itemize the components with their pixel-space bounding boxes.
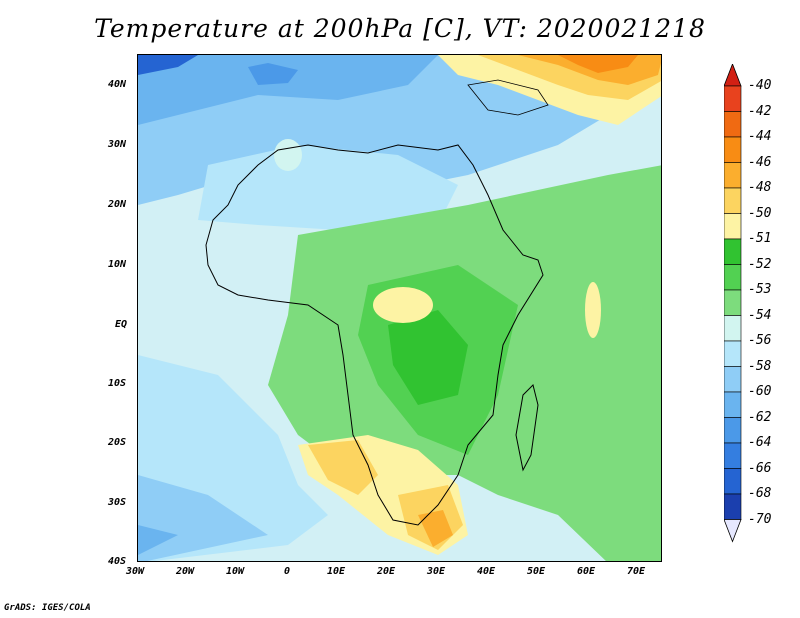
colorbar-label: -46 — [748, 154, 772, 170]
colorbar-swatch — [723, 340, 742, 367]
colorbar-label: -54 — [748, 307, 772, 323]
colorbar-swatch — [723, 468, 742, 495]
colorbar-label: -58 — [748, 358, 772, 374]
colorbar-label: -68 — [748, 486, 772, 501]
colorbar-swatch — [723, 391, 742, 418]
colorbar-swatch — [723, 162, 742, 189]
lat-label-10n: 10N — [108, 259, 127, 270]
colorbar-label: -56 — [748, 333, 772, 348]
colorbar-swatch — [723, 85, 742, 112]
lon-label-10e: 10E — [327, 566, 346, 577]
lon-label-60e: 60E — [577, 566, 596, 577]
colorbar-swatch — [723, 213, 742, 240]
colorbar-bottom-arrow — [723, 519, 742, 543]
lon-label-40e: 40E — [477, 566, 496, 577]
lat-label-40s: 40S — [108, 556, 127, 567]
lat-label-20s: 20S — [108, 437, 127, 448]
credit-text: GrADS: IGES/COLA — [4, 603, 91, 613]
lat-label-10s: 10S — [108, 378, 127, 389]
colorbar-swatch — [723, 238, 742, 265]
colorbar-label: -48 — [748, 180, 772, 195]
colorbar-label: -64 — [748, 435, 772, 450]
lat-label-40n: 40N — [108, 79, 127, 90]
colorbar-swatch — [723, 289, 742, 316]
colorbar-swatch — [723, 136, 742, 163]
colorbar-swatch — [723, 493, 742, 520]
colorbar-swatches — [723, 62, 742, 543]
lon-label-30e: 30E — [427, 566, 446, 577]
colorbar-label: -53 — [748, 282, 772, 297]
colorbar-label: -62 — [748, 409, 772, 425]
colorbar-label: -52 — [748, 256, 772, 272]
colorbar-label: -42 — [748, 103, 772, 119]
colorbar-swatch — [723, 417, 742, 444]
lon-label-20e: 20E — [377, 566, 396, 577]
temperature-map — [137, 54, 662, 562]
lon-label-70e: 70E — [627, 566, 646, 577]
colorbar-label: -40 — [748, 78, 772, 93]
colorbar-label: -44 — [748, 129, 772, 144]
map-title: Temperature at 200hPa [C], VT: 202002121… — [94, 14, 706, 43]
colorbar-swatch — [723, 366, 742, 393]
colorbar-swatch — [723, 187, 742, 214]
colorbar-label: -50 — [748, 205, 772, 221]
lon-label-10w: 10W — [226, 566, 245, 577]
lon-label-50e: 50E — [527, 566, 546, 577]
colorbar-swatch — [723, 264, 742, 291]
colorbar-label: -70 — [748, 511, 772, 527]
colorbar-label: -51 — [748, 231, 772, 246]
colorbar-label: -60 — [748, 384, 772, 399]
lat-label-30s: 30S — [108, 497, 127, 508]
lon-label-30w: 30W — [126, 566, 145, 577]
colorbar-swatch — [723, 111, 742, 138]
lon-label-20w: 20W — [176, 566, 195, 577]
colorbar-top-arrow — [723, 62, 742, 87]
colorbar — [723, 62, 742, 562]
lat-label-eq: EQ — [115, 319, 128, 330]
lat-label-20n: 20N — [108, 199, 127, 210]
colorbar-swatch — [723, 315, 742, 342]
lat-label-30n: 30N — [108, 139, 127, 150]
temperature-field — [138, 55, 661, 561]
colorbar-swatch — [723, 442, 742, 469]
lon-label-0: 0 — [284, 566, 291, 577]
colorbar-label: -66 — [748, 460, 772, 476]
